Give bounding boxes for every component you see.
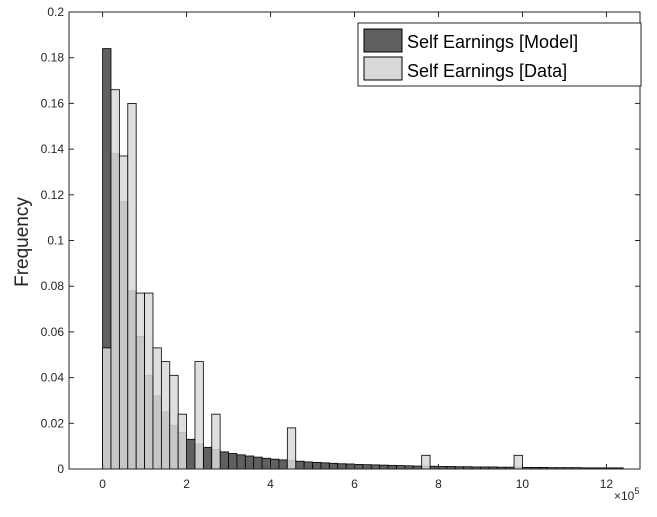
model-bar (337, 463, 347, 470)
data-bar (110, 89, 120, 470)
y-tick-label: 0 (57, 462, 64, 476)
x-tick-label: 8 (435, 477, 442, 491)
legend-swatch-model (363, 28, 403, 53)
data-bars (102, 89, 523, 470)
y-tick-label: 0.04 (41, 371, 65, 385)
y-tick-label: 0.2 (47, 5, 64, 19)
y-tick-label: 0.02 (41, 416, 65, 430)
model-bar (303, 461, 313, 470)
model-bar (295, 460, 305, 470)
model-bar (236, 454, 246, 470)
x-tick-label: 12 (600, 477, 614, 491)
model-bar (320, 462, 330, 470)
data-bar (513, 454, 523, 470)
y-tick-label: 0.06 (41, 325, 65, 339)
model-bar (261, 457, 271, 470)
model-bar (244, 455, 255, 470)
model-bar (396, 465, 406, 470)
model-bar (219, 451, 229, 470)
model-bar (253, 456, 263, 470)
y-tick-label: 0.16 (41, 96, 65, 110)
data-bar (102, 347, 112, 470)
x-tick-label: 2 (183, 477, 190, 491)
legend: Self Earnings [Model] Self Earnings [Dat… (357, 22, 642, 87)
data-bar (194, 361, 204, 470)
data-bar (127, 103, 137, 470)
y-tick-label: 0.08 (41, 279, 65, 293)
x-axis-ticks: 0 2 4 6 8 10 12 (99, 12, 613, 491)
y-tick-label: 0.12 (41, 188, 65, 202)
x-tick-label: 6 (351, 477, 358, 491)
y-tick-label: 0.1 (47, 234, 64, 248)
model-bar (186, 438, 196, 470)
legend-label-model: Self Earnings [Model] (407, 32, 578, 52)
data-bar (169, 374, 179, 470)
model-bar (387, 464, 397, 470)
x-tick-label: 10 (516, 477, 530, 491)
y-tick-label: 0.18 (41, 51, 65, 65)
model-bar (202, 446, 213, 470)
model-bar (278, 459, 288, 470)
model-bar (362, 464, 372, 470)
data-bar (144, 292, 154, 470)
data-bar (177, 413, 187, 470)
data-bar (421, 454, 431, 470)
model-bars (102, 48, 624, 470)
data-bar (160, 361, 171, 470)
data-bar (118, 155, 129, 470)
model-bar (270, 458, 280, 470)
model-bar (370, 464, 381, 470)
data-bar (286, 427, 297, 470)
x-tick-label: 0 (99, 477, 106, 491)
data-bar (211, 413, 221, 470)
data-bar (152, 347, 162, 470)
model-bar (379, 464, 389, 470)
model-bar (354, 464, 364, 470)
legend-box (357, 22, 642, 87)
model-bar (312, 461, 322, 470)
legend-swatch-data (363, 56, 403, 81)
model-bar (228, 453, 238, 470)
y-axis-label: Frequency (12, 197, 33, 287)
x-axis-exponent-power: 5 (634, 486, 639, 496)
model-bar (345, 463, 355, 470)
legend-label-data: Self Earnings [Data] (407, 61, 567, 81)
x-axis-exponent: ×105 (614, 486, 639, 503)
y-axis-ticks: 0 0.02 0.04 0.06 0.08 0.1 0.12 0.14 0.16 0.18 0.2 (41, 5, 640, 476)
data-bar (135, 292, 145, 470)
y-tick-label: 0.14 (41, 142, 65, 156)
model-bar (328, 462, 339, 470)
x-axis-exponent-base: ×10 (614, 489, 635, 503)
x-tick-label: 4 (267, 477, 274, 491)
